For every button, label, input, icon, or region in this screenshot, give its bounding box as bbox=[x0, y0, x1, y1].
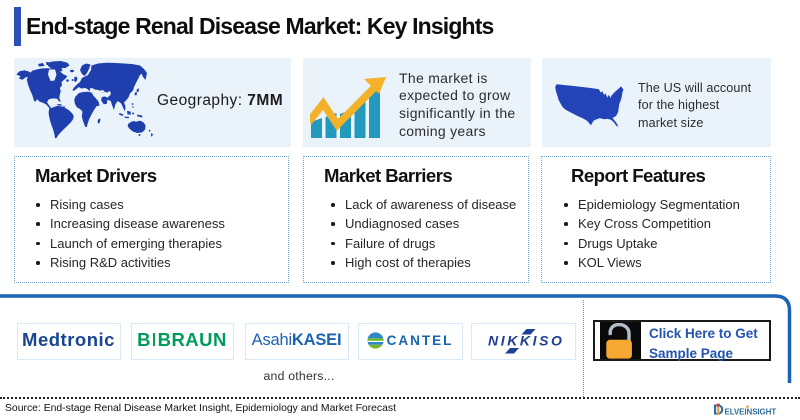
svg-text:NIKKISO: NIKKISO bbox=[488, 333, 565, 349]
svg-text:ELVEINSIGHT: ELVEINSIGHT bbox=[725, 408, 777, 417]
